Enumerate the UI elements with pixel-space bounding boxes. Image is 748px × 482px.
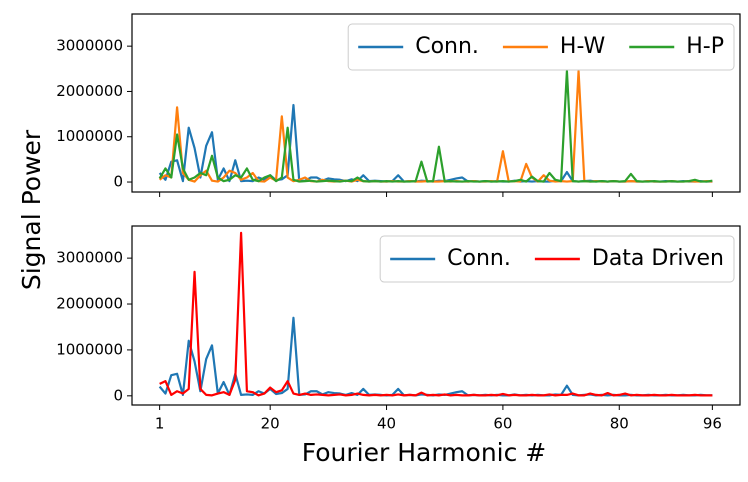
axes-frame [131,13,741,193]
series-line [158,69,713,183]
series-line [159,231,713,397]
y-tick-label: 1000000 [56,127,123,145]
x-tick-label: 20 [261,415,280,433]
x-tick-label: 1 [155,415,165,433]
series-line [158,316,713,397]
x-tick-label: 96 [703,415,722,433]
y-axis-label: Signal Power [17,129,46,290]
y-tick-label: 1000000 [56,340,123,358]
y-tick-label: 3000000 [56,249,123,267]
axes-frame [131,225,741,406]
legend: Conn. Data Driven [379,235,735,283]
x-tick-label: 60 [493,415,512,433]
y-tick-label: 2000000 [56,82,123,100]
legend-label: Data Driven [592,246,724,271]
legend-label: Conn. [415,34,479,59]
legend-label: H-W [560,34,606,59]
y-tick-label: 2000000 [56,295,123,313]
legend: Conn. H-W H-P [347,23,735,71]
x-tick-label: 40 [377,415,396,433]
x-axis-label: Fourier Harmonic # [302,438,547,467]
x-tick-label: 80 [610,415,629,433]
y-tick-label: 0 [113,386,123,404]
y-tick-label: 0 [113,173,123,191]
y-tick-label: 3000000 [56,37,123,55]
legend-label: H-P [686,34,724,59]
legend-label: Conn. [447,246,511,271]
